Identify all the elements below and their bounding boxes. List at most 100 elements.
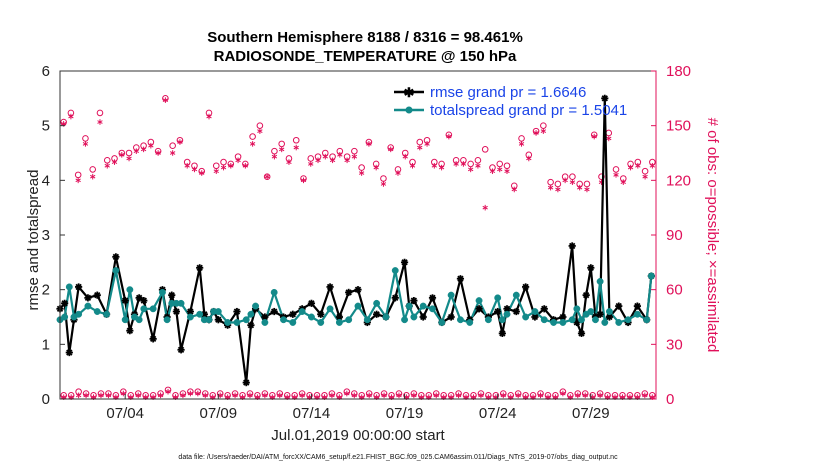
- totalspread-point: [247, 310, 255, 318]
- totalspread-point: [317, 319, 325, 326]
- totalspread-point: [233, 319, 241, 326]
- rmse-point: [307, 299, 316, 307]
- obs-assimilated-point: [358, 170, 365, 176]
- obs-assimilated-point: [497, 166, 503, 173]
- obs-assimilated-point: [351, 153, 358, 160]
- obs-assimilated-point: [467, 166, 474, 173]
- obs-assimilated-point: [315, 157, 321, 164]
- obs-assimilated-bottom-point: [329, 392, 335, 399]
- obs-assimilated-point: [257, 128, 263, 134]
- rmse-point: [121, 297, 129, 305]
- rmse-point: [61, 299, 69, 307]
- totalspread-point: [578, 316, 585, 324]
- x-tick-label: 07/09: [200, 405, 238, 422]
- rmse-point: [587, 264, 595, 272]
- obs-assimilated-point: [438, 164, 445, 171]
- y-tick-label: 6: [42, 63, 50, 80]
- obs-assimilated-point: [504, 168, 510, 175]
- y-tick-label: 5: [42, 118, 50, 135]
- totalspread-point: [475, 297, 483, 305]
- obs-assimilated-point: [373, 164, 379, 171]
- totalspread-point: [601, 319, 609, 326]
- obs-assimilated-point: [635, 162, 641, 169]
- chart-subtitle: RADIOSONDE_TEMPERATURE @ 150 hPa: [214, 48, 517, 65]
- rmse-point: [522, 283, 530, 291]
- obs-assimilated-point: [547, 184, 554, 191]
- obs-assimilated-point: [446, 133, 452, 140]
- totalspread-point: [335, 319, 343, 326]
- totalspread-point: [261, 319, 269, 326]
- obs-assimilated-point: [511, 186, 517, 193]
- obs-assimilated-point: [489, 168, 496, 175]
- rmse-point: [601, 94, 609, 102]
- obs-assimilated-point: [293, 144, 299, 151]
- obs-assimilated-bottom-point: [187, 390, 194, 397]
- right-y-tick-label: 120: [666, 172, 691, 189]
- obs-count-layer: [60, 95, 656, 400]
- totalspread-point: [158, 288, 166, 296]
- obs-assimilated-point: [533, 130, 539, 136]
- totalspread-point: [93, 308, 101, 315]
- totalspread-point: [391, 267, 399, 274]
- totalspread-point: [382, 313, 390, 321]
- legend: ✱ rmse grand pr = 1.6646 totalspread gra…: [394, 84, 627, 119]
- x-axis-label: Jul.01,2019 00:00:00 start: [271, 427, 445, 444]
- totalspread-point: [498, 316, 506, 324]
- totalspread-point: [280, 316, 287, 324]
- totalspread-point: [419, 302, 427, 310]
- obs-assimilated-point: [235, 157, 241, 164]
- obs-assimilated-bottom-point: [366, 392, 372, 399]
- obs-assimilated-bottom-point: [642, 392, 648, 399]
- obs-assimilated-point: [344, 157, 350, 164]
- totalspread-point: [224, 319, 232, 326]
- rmse-point: [317, 310, 325, 318]
- totalspread-point: [605, 308, 613, 315]
- obs-assimilated-point: [249, 141, 256, 147]
- obs-assimilated-bottom-point: [180, 392, 186, 399]
- obs-possible-point: [249, 133, 256, 140]
- legend-rmse-marker: ✱: [404, 85, 415, 100]
- obs-assimilated-point: [177, 139, 183, 145]
- obs-assimilated-bottom-point: [232, 392, 238, 399]
- obs-assimilated-point: [140, 146, 147, 153]
- obs-assimilated-bottom-point: [195, 390, 201, 397]
- obs-assimilated-bottom-point: [75, 392, 82, 399]
- obs-assimilated-bottom-point: [433, 392, 439, 399]
- totalspread-point: [633, 310, 641, 318]
- rmse-point: [568, 242, 576, 250]
- totalspread-point: [65, 283, 73, 291]
- rmse-point: [247, 321, 255, 329]
- totalspread-point: [573, 305, 581, 313]
- obs-assimilated-point: [97, 119, 103, 125]
- rmse-point: [419, 313, 427, 321]
- obs-assimilated-point: [555, 186, 561, 193]
- totalspread-point: [456, 316, 464, 324]
- obs-assimilated-point: [409, 162, 416, 169]
- rmse-point: [400, 258, 409, 266]
- rmse-point: [140, 297, 148, 305]
- rmse-point: [233, 307, 241, 316]
- obs-assimilated-point: [526, 155, 532, 162]
- rmse-point: [172, 307, 181, 316]
- obs-assimilated-point: [606, 135, 612, 142]
- obs-assimilated-point: [133, 148, 140, 154]
- totalspread-point: [252, 302, 260, 310]
- obs-assimilated-bottom-point: [262, 392, 268, 399]
- obs-assimilated-point: [169, 150, 176, 156]
- obs-assimilated-bottom-point: [575, 392, 581, 399]
- obs-assimilated-point: [271, 153, 278, 160]
- right-y-tick-label: 0: [666, 391, 674, 408]
- rmse-point: [126, 327, 134, 335]
- totalspread-point: [149, 305, 157, 313]
- rmse-point: [373, 310, 381, 318]
- obs-assimilated-point: [155, 150, 161, 156]
- obs-assimilated-point: [613, 172, 619, 178]
- totalspread-point: [447, 291, 455, 299]
- totalspread-point: [592, 316, 599, 324]
- totalspread-point: [205, 316, 213, 324]
- totalspread-point: [242, 316, 250, 324]
- obs-assimilated-point: [366, 141, 372, 147]
- totalspread-point: [214, 308, 222, 315]
- totalspread-point: [466, 319, 474, 326]
- y-axis-ticks: 0 1 2 3 4 5 6: [42, 63, 65, 408]
